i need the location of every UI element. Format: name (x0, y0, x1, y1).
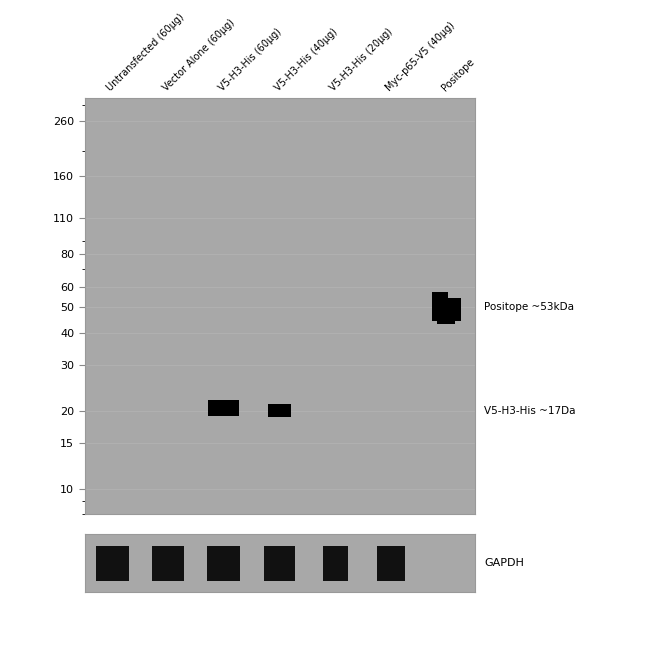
Bar (377, 546, 405, 581)
Text: Positope ~53kDa: Positope ~53kDa (484, 302, 574, 312)
Bar (96, 546, 129, 581)
Text: Vector Alone (60μg): Vector Alone (60μg) (161, 18, 237, 94)
Bar (432, 298, 461, 321)
Bar (207, 546, 240, 581)
Text: Untransfected (60μg): Untransfected (60μg) (105, 12, 187, 94)
Bar (268, 404, 291, 417)
Text: V5-H3-His (20μg): V5-H3-His (20μg) (328, 27, 395, 94)
Bar (432, 292, 448, 299)
Bar (437, 318, 456, 324)
Text: Myc-p65-V5 (40μg): Myc-p65-V5 (40μg) (384, 21, 456, 94)
Text: V5-H3-His (40μg): V5-H3-His (40μg) (272, 27, 339, 94)
Text: Positope: Positope (439, 57, 476, 94)
Text: V5-H3-His (60μg): V5-H3-His (60μg) (216, 27, 283, 94)
Bar (152, 546, 184, 581)
Bar (322, 546, 348, 581)
Bar (209, 400, 239, 416)
Text: V5-H3-His ~17Da: V5-H3-His ~17Da (484, 406, 576, 416)
Text: GAPDH: GAPDH (484, 558, 524, 568)
Bar (264, 546, 295, 581)
